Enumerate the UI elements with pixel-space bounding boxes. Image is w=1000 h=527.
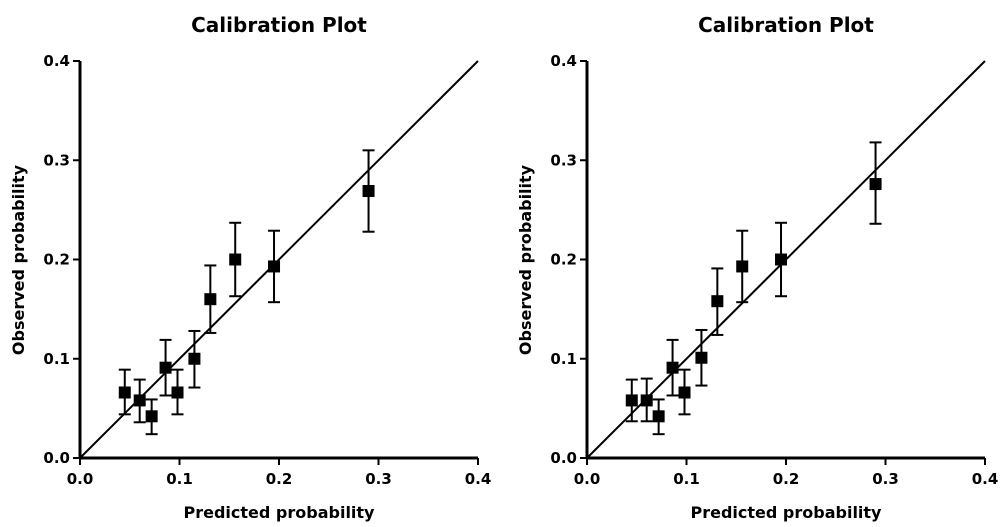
x-tick-label: 0.3 (365, 470, 392, 488)
data-point (695, 351, 708, 364)
data-point (229, 253, 242, 266)
y-tick-label: 0.3 (550, 151, 577, 169)
x-tick-label: 0.0 (67, 470, 94, 488)
y-axis-label: Observed probability (516, 164, 535, 355)
reference-line (79, 60, 479, 459)
data-point (652, 410, 665, 423)
y-tick-label: 0.4 (550, 52, 577, 70)
chart-svg: Calibration Plot Predicted probability O… (9, 13, 492, 522)
data-point (625, 394, 638, 407)
x-tick-label: 0.2 (266, 470, 293, 488)
data-point (775, 253, 788, 266)
x-tick-label: 0.4 (972, 470, 999, 488)
data-point (711, 295, 724, 308)
chart-title: Calibration Plot (191, 13, 367, 37)
y-tick-label: 0.0 (550, 449, 577, 467)
data-point (204, 293, 217, 306)
data-point (118, 386, 131, 399)
x-axis-label: Predicted probability (184, 503, 376, 522)
data-point (188, 352, 201, 365)
x-tick-label: 0.4 (465, 470, 492, 488)
data-point (666, 361, 679, 374)
y-tick-label: 0.1 (43, 350, 70, 368)
y-tick-label: 0.4 (43, 52, 70, 70)
calibration-chart-right: Calibration Plot Predicted probability O… (507, 0, 1000, 522)
data-point (640, 394, 653, 407)
y-tick-label: 0.3 (43, 151, 70, 169)
data-point (362, 185, 375, 198)
data-point (145, 410, 158, 423)
chart-svg: Calibration Plot Predicted probability O… (516, 13, 999, 522)
calibration-chart-left: Calibration Plot Predicted probability O… (0, 0, 500, 522)
x-tick-label: 0.1 (166, 470, 193, 488)
y-tick-label: 0.0 (43, 449, 70, 467)
y-tick-label: 0.2 (43, 251, 70, 269)
data-point (678, 386, 691, 399)
x-tick-label: 0.3 (872, 470, 899, 488)
x-tick-label: 0.1 (673, 470, 700, 488)
data-point (171, 386, 184, 399)
data-point (268, 260, 281, 273)
y-axis-label: Observed probability (9, 164, 28, 355)
data-point (159, 361, 172, 374)
data-point (869, 178, 882, 191)
x-tick-label: 0.0 (574, 470, 601, 488)
chart-title: Calibration Plot (698, 13, 874, 37)
y-tick-label: 0.2 (550, 251, 577, 269)
x-axis-label: Predicted probability (691, 503, 883, 522)
data-point (133, 394, 146, 407)
x-tick-label: 0.2 (773, 470, 800, 488)
data-point (736, 260, 749, 273)
y-tick-label: 0.1 (550, 350, 577, 368)
